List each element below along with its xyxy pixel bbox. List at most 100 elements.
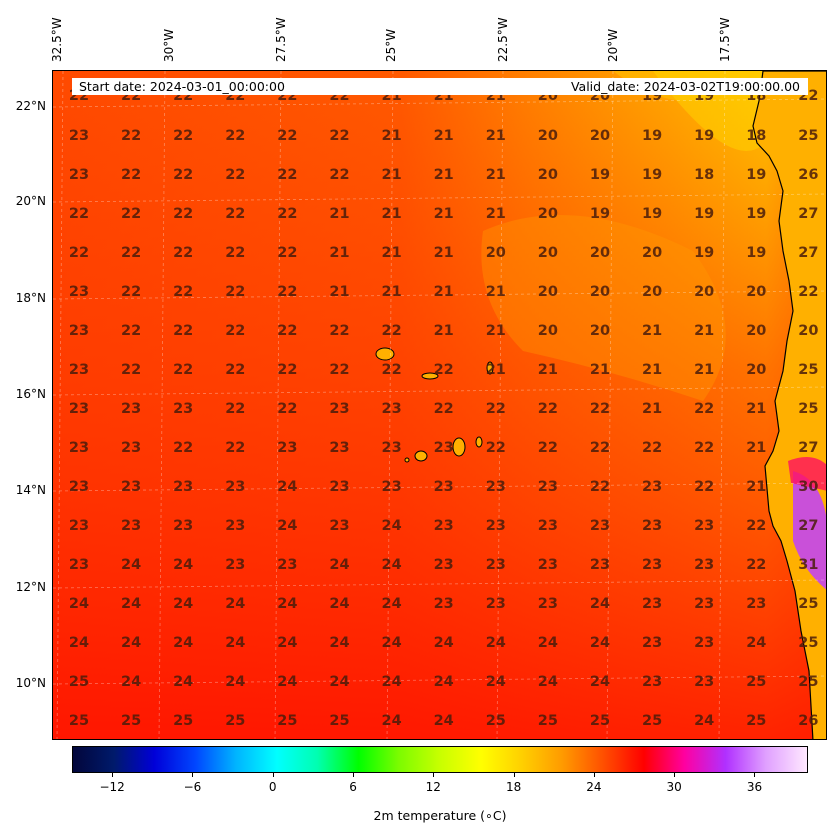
grid-value: 20 [798, 323, 818, 339]
grid-value: 22 [121, 167, 141, 183]
grid-value: 24 [590, 596, 610, 612]
cape-verde-island [486, 361, 494, 375]
grid-value: 21 [382, 167, 402, 183]
grid-value: 24 [329, 674, 349, 690]
grid-value: 25 [746, 674, 766, 690]
grid-value: 22 [173, 323, 193, 339]
longitude-label: 25°W [384, 28, 398, 62]
colorbar-tick-label: −6 [183, 780, 202, 794]
cape-verde-island [404, 457, 410, 463]
grid-value: 19 [590, 167, 610, 183]
longitude-label: 27.5°W [274, 17, 288, 62]
grid-value: 24 [329, 557, 349, 573]
grid-value: 24 [121, 635, 141, 651]
grid-value: 24 [746, 635, 766, 651]
grid-value: 22 [329, 362, 349, 378]
grid-value: 22 [121, 362, 141, 378]
warm-patch-west-africa [793, 471, 826, 590]
colorbar-tick-label: 18 [505, 780, 522, 794]
grid-value: 25 [746, 713, 766, 729]
grid-value: 20 [746, 284, 766, 300]
longitude-label: 32.5°W [50, 17, 64, 62]
grid-value: 22 [225, 323, 245, 339]
grid-value: 22 [277, 284, 297, 300]
grid-value: 22 [382, 362, 402, 378]
grid-value: 27 [798, 206, 818, 222]
grid-value: 19 [694, 245, 714, 261]
grid-value: 20 [746, 323, 766, 339]
grid-value: 24 [329, 596, 349, 612]
grid-value: 22 [486, 401, 506, 417]
grid-value: 21 [642, 362, 662, 378]
grid-value: 22 [798, 284, 818, 300]
grid-value: 23 [382, 440, 402, 456]
grid-value: 23 [69, 401, 89, 417]
grid-value: 20 [746, 362, 766, 378]
grid-value: 23 [434, 557, 454, 573]
grid-value: 24 [382, 674, 402, 690]
grid-value: 22 [277, 362, 297, 378]
grid-value: 22 [382, 323, 402, 339]
grid-value: 23 [642, 596, 662, 612]
grid-value: 25 [798, 596, 818, 612]
grid-value: 24 [486, 674, 506, 690]
grid-value: 23 [69, 440, 89, 456]
grid-value: 19 [642, 206, 662, 222]
grid-value: 19 [746, 245, 766, 261]
grid-value: 23 [434, 479, 454, 495]
grid-value: 23 [486, 518, 506, 534]
grid-value: 23 [694, 518, 714, 534]
cape-verde-island [475, 436, 483, 448]
meridian-line [274, 71, 282, 739]
grid-value: 19 [642, 167, 662, 183]
grid-value: 21 [486, 206, 506, 222]
colorbar-tick-label: 12 [425, 780, 441, 794]
grid-value: 21 [434, 128, 454, 144]
grid-value: 25 [798, 128, 818, 144]
grid-value: 24 [277, 635, 297, 651]
grid-value: 23 [329, 479, 349, 495]
grid-value: 23 [277, 440, 297, 456]
grid-value: 24 [382, 518, 402, 534]
colorbar-tick [272, 773, 274, 777]
grid-value: 24 [225, 674, 245, 690]
grid-value: 22 [277, 245, 297, 261]
grid-value: 25 [486, 713, 506, 729]
grid-value: 21 [434, 167, 454, 183]
grid-value: 20 [694, 284, 714, 300]
grid-value: 22 [173, 284, 193, 300]
grid-value: 25 [329, 713, 349, 729]
grid-value: 22 [173, 245, 193, 261]
grid-value: 24 [590, 635, 610, 651]
grid-value: 23 [69, 167, 89, 183]
grid-value: 24 [277, 674, 297, 690]
grid-value: 22 [69, 206, 89, 222]
grid-value: 22 [590, 479, 610, 495]
grid-value: 24 [382, 635, 402, 651]
grid-value: 23 [121, 401, 141, 417]
grid-value: 21 [746, 401, 766, 417]
grid-value: 24 [121, 596, 141, 612]
grid-value: 20 [538, 167, 558, 183]
grid-value: 24 [225, 596, 245, 612]
meridian-line [718, 71, 726, 739]
grid-value: 19 [590, 206, 610, 222]
grid-value: 18 [694, 167, 714, 183]
grid-value: 20 [642, 245, 662, 261]
grid-value: 20 [590, 284, 610, 300]
grid-value: 22 [590, 401, 610, 417]
colorbar-tick-label: 0 [268, 780, 277, 794]
grid-value: 20 [538, 128, 558, 144]
latitude-label: 18°N [15, 291, 46, 305]
grid-value: 23 [642, 557, 662, 573]
grid-value: 22 [173, 128, 193, 144]
grid-value: 24 [277, 479, 297, 495]
grid-value: 23 [382, 479, 402, 495]
grid-value: 23 [486, 479, 506, 495]
latitude-label: 10°N [15, 676, 46, 690]
grid-value: 22 [225, 284, 245, 300]
latitude-label: 22°N [15, 99, 46, 113]
grid-value: 23 [538, 596, 558, 612]
grid-value: 20 [538, 284, 558, 300]
grid-value: 21 [642, 401, 662, 417]
